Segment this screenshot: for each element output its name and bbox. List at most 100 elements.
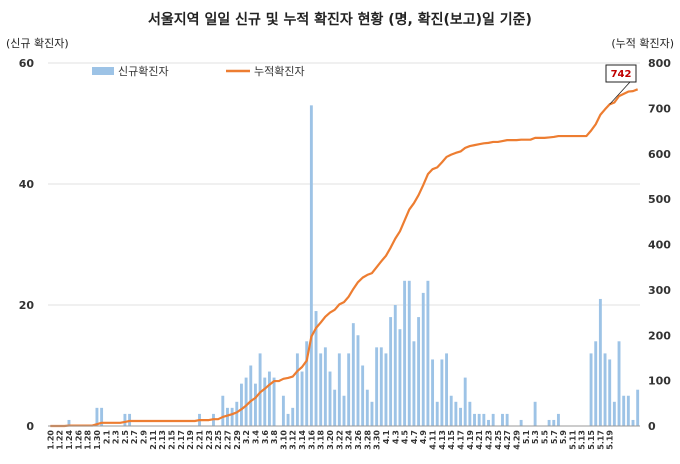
bar xyxy=(435,401,439,426)
y-right-tick-label: 700 xyxy=(648,102,671,115)
bar xyxy=(123,413,127,426)
bar xyxy=(347,353,351,426)
gridlines xyxy=(48,62,640,306)
bar xyxy=(421,292,425,426)
bar xyxy=(328,371,332,426)
bar xyxy=(556,413,560,426)
bar xyxy=(505,413,509,426)
x-tick-label: 1.24 xyxy=(65,430,74,450)
bar xyxy=(67,419,71,426)
callout-box xyxy=(605,64,637,83)
x-tick-label: 5.1 xyxy=(522,430,531,445)
bar xyxy=(230,407,234,426)
x-tick-label: 2.17 xyxy=(177,430,186,450)
x-tick-label: 1.30 xyxy=(93,430,102,450)
bar xyxy=(463,377,467,426)
bar xyxy=(389,317,393,426)
x-tick-label: 3.2 xyxy=(242,430,251,444)
y-right-tick-label: 800 xyxy=(648,57,671,70)
x-tick-label: 3.28 xyxy=(363,430,372,450)
bar xyxy=(631,419,635,426)
x-tick-label: 2.7 xyxy=(130,430,139,444)
bar xyxy=(431,359,435,426)
bar xyxy=(272,377,276,426)
bar xyxy=(617,341,621,426)
callout-label: 742 xyxy=(611,69,632,80)
bar xyxy=(473,413,476,426)
y-right-tick-label: 100 xyxy=(648,375,671,388)
callout: 742 xyxy=(605,64,637,105)
x-tick-label: 5.9 xyxy=(559,430,568,445)
bar xyxy=(258,353,262,426)
x-tick-label: 3.26 xyxy=(354,430,363,450)
bar xyxy=(365,389,369,426)
bar xyxy=(249,365,253,426)
y-right-tick-label: 200 xyxy=(648,329,671,342)
bar xyxy=(309,105,313,426)
bar xyxy=(608,359,612,426)
x-tick-label: 4.21 xyxy=(475,430,484,450)
bar xyxy=(468,401,472,426)
x-tick-label: 3.22 xyxy=(335,430,344,450)
bar xyxy=(384,353,388,426)
x-tick-label: 1.28 xyxy=(84,430,93,450)
bar xyxy=(459,407,462,426)
x-tick-label: 2.11 xyxy=(149,430,158,450)
legend: 신규확진자 누적확진자 xyxy=(92,65,305,78)
x-tick-label: 2.25 xyxy=(214,430,223,450)
bar xyxy=(370,401,374,426)
x-axis: 1.20 1.22 1.24 1.26 1.28 1.30 2.1 2.3 2.5 2.7 2.9 2… xyxy=(46,425,640,450)
x-tick-label: 1.26 xyxy=(74,430,83,450)
x-tick-label: 5.7 xyxy=(550,430,559,444)
bar xyxy=(95,407,99,426)
legend-label-new: 신규확진자 xyxy=(118,65,169,78)
bar xyxy=(412,341,416,426)
bar xyxy=(533,401,537,426)
x-tick-label: 3.12 xyxy=(289,430,298,450)
y-left-ticks: 0 20 40 60 xyxy=(19,57,35,433)
x-tick-label: 2.15 xyxy=(168,430,177,450)
bar xyxy=(263,377,267,426)
chart-title: 서울지역 일일 신규 및 누적 확진자 현황 (명, 확진(보고)일 기준) xyxy=(148,11,532,28)
x-tick-label: 2.23 xyxy=(205,430,214,450)
y-right-tick-label: 600 xyxy=(648,148,671,161)
bar xyxy=(221,395,225,426)
bar xyxy=(626,395,630,426)
y-left-tick-label: 60 xyxy=(19,57,35,70)
x-tick-label: 4.1 xyxy=(382,430,391,445)
bar xyxy=(519,419,523,426)
bar xyxy=(235,401,239,426)
legend-swatch-new xyxy=(92,67,114,75)
x-tick-label: 4.25 xyxy=(494,430,503,450)
bar xyxy=(449,395,453,426)
y-right-tick-label: 400 xyxy=(648,239,671,252)
bar xyxy=(454,401,458,426)
x-tick-label: 2.27 xyxy=(223,430,232,450)
bar xyxy=(589,353,593,426)
x-tick-label: 5.15 xyxy=(587,430,596,450)
bar xyxy=(552,419,556,426)
callout-leader xyxy=(609,81,631,105)
bar xyxy=(226,407,229,426)
bar xyxy=(477,413,481,426)
x-tick-label: 3.18 xyxy=(317,430,326,450)
bar xyxy=(636,389,640,426)
bar xyxy=(482,413,486,426)
x-tick-label: 4.7 xyxy=(410,430,419,444)
bar xyxy=(281,395,285,426)
line-series xyxy=(50,88,639,428)
x-tick-label: 3.4 xyxy=(251,430,260,445)
bar xyxy=(426,280,430,426)
x-tick-label: 2.19 xyxy=(186,430,195,450)
y-right-tick-label: 300 xyxy=(648,284,671,297)
bar xyxy=(417,317,421,426)
bar xyxy=(337,353,341,426)
y-left-tick-label: 0 xyxy=(26,420,34,433)
bar xyxy=(375,347,379,426)
bar xyxy=(100,407,104,426)
bar xyxy=(612,401,616,426)
x-tick-label: 2.9 xyxy=(140,430,149,445)
x-tick-label: 5.5 xyxy=(540,430,549,445)
x-tick-label: 4.19 xyxy=(466,430,475,450)
